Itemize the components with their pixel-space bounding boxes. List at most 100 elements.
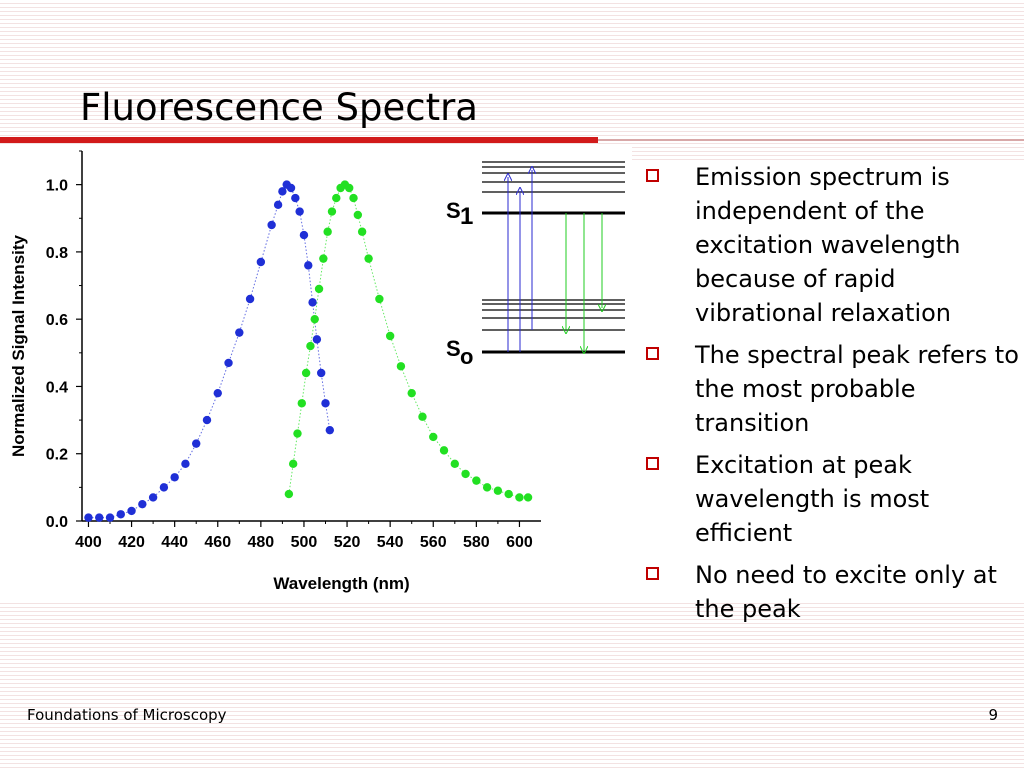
x-tick-label: 580 — [463, 534, 490, 551]
data-point — [321, 399, 330, 408]
x-axis-title: Wavelength (nm) — [273, 574, 409, 593]
data-point — [224, 358, 233, 368]
data-point — [202, 415, 212, 425]
data-point — [349, 193, 358, 203]
bullet-item: Excitation at peak wavelength is most ef… — [632, 448, 1024, 550]
data-point — [299, 230, 309, 240]
data-point — [267, 220, 276, 230]
s0-subscript: o — [460, 344, 473, 369]
data-point — [288, 459, 298, 469]
data-point — [306, 341, 315, 351]
x-tick-label: 480 — [248, 534, 275, 551]
data-point — [310, 314, 319, 324]
square-bullet-icon — [646, 567, 659, 580]
spectrum-chart: 400 420 440 460 480 500 520 540 560 580 600 0.0 0.2 0… — [9, 150, 541, 593]
data-point — [181, 459, 190, 469]
data-point — [332, 193, 341, 203]
data-point — [116, 510, 125, 519]
s1-subscript: 1 — [460, 203, 473, 230]
data-point — [286, 183, 296, 193]
data-point — [105, 513, 115, 522]
data-point — [314, 284, 324, 294]
data-point — [429, 432, 438, 442]
data-point — [301, 368, 311, 378]
data-point — [256, 257, 266, 267]
data-point — [295, 207, 304, 216]
slide-title: Fluorescence Spectra — [80, 86, 478, 129]
data-point — [418, 412, 427, 421]
data-point — [235, 328, 244, 337]
data-point — [353, 210, 363, 220]
y-tick-label: 0.6 — [46, 312, 68, 329]
square-bullet-icon — [646, 169, 659, 182]
data-point — [450, 459, 460, 469]
title-rule — [0, 137, 598, 143]
data-point — [297, 399, 307, 408]
title-rule-thin — [598, 139, 1024, 141]
bullet-text: Emission spectrum is independent of the … — [695, 163, 961, 327]
data-point — [127, 506, 136, 516]
data-point — [159, 483, 169, 492]
data-point — [213, 388, 222, 398]
data-point — [148, 493, 158, 502]
bullet-text: Excitation at peak wavelength is most ef… — [695, 451, 930, 547]
data-point — [325, 425, 335, 435]
y-tick-label: 0.4 — [46, 379, 68, 396]
bullet-list: Emission spectrum is independent of the … — [632, 160, 1024, 626]
data-point — [308, 298, 317, 307]
data-point — [439, 446, 449, 455]
bullet-item: No need to excite only at the peak — [632, 558, 1024, 626]
data-point — [407, 388, 416, 398]
data-point — [493, 486, 503, 495]
data-point — [273, 200, 283, 210]
x-tick-label: 440 — [161, 534, 188, 551]
data-point — [345, 183, 354, 193]
bullet-panel: Emission spectrum is independent of the … — [632, 160, 1024, 623]
x-tick-label: 420 — [118, 534, 145, 551]
x-tick-label: 560 — [420, 534, 447, 551]
data-point — [323, 227, 332, 236]
data-point — [504, 489, 513, 499]
y-tick-label: 1.0 — [46, 178, 68, 195]
data-point — [293, 429, 302, 438]
series-line — [288, 183, 529, 498]
data-point — [312, 335, 322, 344]
s0-label: S — [446, 336, 461, 361]
data-point — [523, 493, 533, 502]
spectrum-figure: 400 420 440 460 480 500 520 540 560 580 600 0.0 0.2 0… — [9, 150, 625, 593]
data-point — [291, 193, 300, 203]
x-tick-label: 400 — [75, 534, 102, 551]
data-point — [482, 483, 492, 492]
bullet-item: The spectral peak refers to the most pro… — [632, 338, 1024, 440]
x-tick-label: 540 — [377, 534, 404, 551]
data-point — [375, 294, 384, 304]
data-point — [304, 261, 313, 270]
y-tick-label: 0.0 — [46, 514, 68, 531]
bullet-text: No need to excite only at the peak — [695, 561, 997, 623]
data-point — [192, 439, 201, 448]
figure-panel: 400 420 440 460 480 500 520 540 560 580 600 0.0 0.2 0… — [0, 146, 632, 600]
data-point — [472, 476, 481, 485]
data-point — [461, 469, 470, 479]
data-point — [515, 493, 524, 502]
data-point — [278, 187, 287, 196]
data-point — [364, 254, 373, 263]
data-point — [170, 473, 179, 482]
y-tick-label: 0.2 — [46, 447, 68, 464]
bullet-item: Emission spectrum is independent of the … — [632, 160, 1024, 330]
data-point — [316, 368, 326, 378]
data-point — [84, 513, 93, 522]
data-point — [385, 331, 395, 341]
y-axis-title: Normalized Signal Intensity — [9, 234, 28, 457]
data-point — [327, 207, 337, 216]
jablonski-diagram: S 1S o — [446, 161, 625, 369]
data-point — [396, 362, 406, 371]
data-point — [245, 294, 255, 304]
x-tick-label: 500 — [291, 534, 318, 551]
x-tick-label: 460 — [204, 534, 231, 551]
footer-text: Foundations of Microscopy — [27, 706, 227, 724]
page-number: 9 — [988, 706, 998, 724]
x-tick-label: 600 — [506, 534, 533, 551]
data-point — [138, 499, 147, 509]
data-point — [319, 254, 328, 263]
